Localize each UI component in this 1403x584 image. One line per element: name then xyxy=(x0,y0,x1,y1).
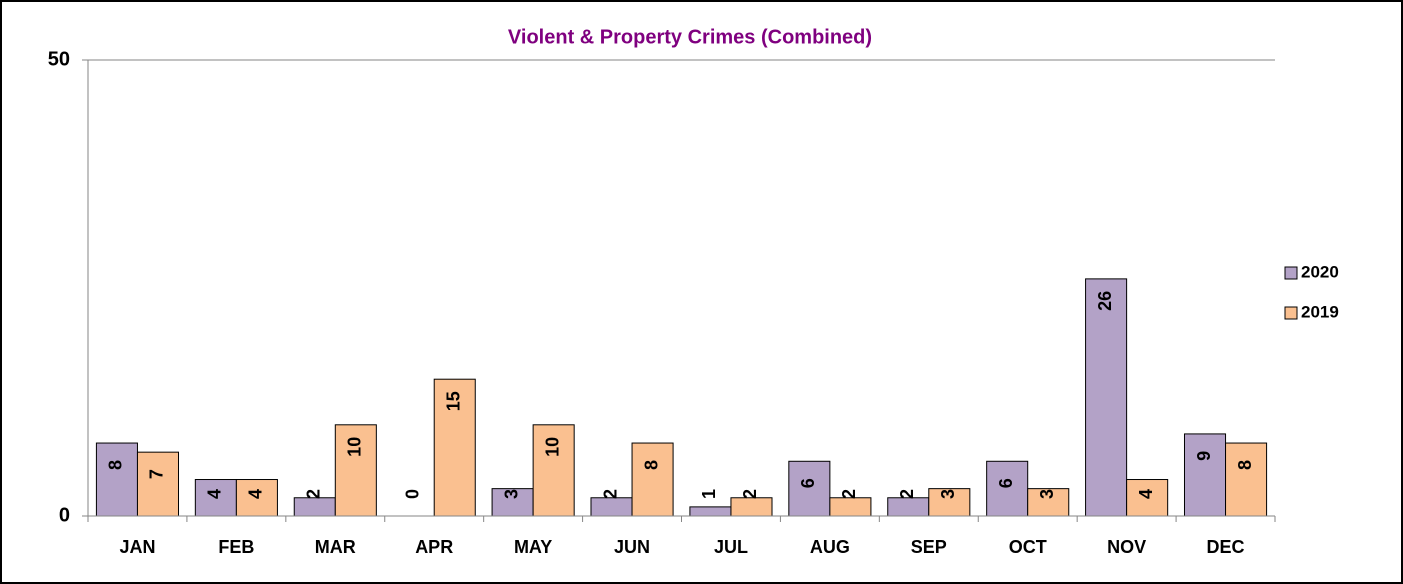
bar xyxy=(136,451,180,517)
legend-swatch xyxy=(1284,306,1298,320)
legend-swatch xyxy=(1284,266,1298,280)
data-label: 7 xyxy=(147,469,167,479)
data-label: 2 xyxy=(740,489,760,499)
x-tick-label: AUG xyxy=(810,537,850,557)
bar xyxy=(293,497,336,517)
bar xyxy=(532,424,575,517)
bar xyxy=(235,479,278,517)
data-label: 6 xyxy=(996,478,1016,488)
data-label: 0 xyxy=(402,489,422,499)
x-tick-label: SEP xyxy=(911,537,947,557)
x-tick-label: FEB xyxy=(218,537,254,557)
data-label: 2 xyxy=(304,489,324,499)
y-tick-label: 50 xyxy=(48,48,70,70)
legend-label: 2020 xyxy=(1301,262,1339,281)
data-label: 4 xyxy=(1136,489,1156,499)
data-label: 9 xyxy=(1194,451,1214,461)
x-tick-label: NOV xyxy=(1107,537,1146,557)
data-label: 8 xyxy=(106,460,126,470)
bar xyxy=(1085,278,1128,517)
bar xyxy=(829,497,872,517)
x-tick-label: APR xyxy=(415,537,453,557)
data-label: 8 xyxy=(1235,460,1255,470)
bar xyxy=(689,506,732,517)
data-label: 3 xyxy=(1037,489,1057,499)
data-label: 10 xyxy=(542,437,562,457)
x-tick-label: DEC xyxy=(1207,537,1245,557)
data-label: 3 xyxy=(501,489,521,499)
bar xyxy=(433,378,476,517)
bar xyxy=(788,460,831,517)
data-label: 26 xyxy=(1095,291,1115,311)
chart-title: Violent & Property Crimes (Combined) xyxy=(508,26,872,48)
x-tick-label: MAY xyxy=(514,537,552,557)
data-label: 4 xyxy=(205,489,225,499)
bar xyxy=(1126,479,1169,517)
data-label: 2 xyxy=(600,489,620,499)
bar xyxy=(590,497,633,517)
data-label: 15 xyxy=(443,391,463,411)
bar xyxy=(631,442,674,517)
bar xyxy=(1027,488,1070,517)
bar xyxy=(95,442,138,517)
x-tick-label: JAN xyxy=(119,537,155,557)
x-tick-label: JUL xyxy=(714,537,748,557)
legend-label: 2019 xyxy=(1301,302,1339,321)
bar xyxy=(730,497,773,517)
data-label: 10 xyxy=(345,437,365,457)
data-label: 3 xyxy=(938,489,958,499)
bar xyxy=(928,488,971,517)
data-label: 6 xyxy=(798,478,818,488)
bar xyxy=(1225,442,1268,517)
data-label: 1 xyxy=(699,489,719,499)
data-label: 2 xyxy=(839,489,859,499)
data-label: 2 xyxy=(897,489,917,499)
bar xyxy=(887,497,930,517)
x-tick-label: JUN xyxy=(614,537,650,557)
x-tick-label: OCT xyxy=(1009,537,1047,557)
x-tick-label: MAR xyxy=(315,537,356,557)
data-label: 8 xyxy=(641,460,661,470)
y-tick-label: 0 xyxy=(59,504,70,526)
bar xyxy=(334,424,377,517)
data-label: 4 xyxy=(246,489,266,499)
bar xyxy=(1183,433,1227,517)
